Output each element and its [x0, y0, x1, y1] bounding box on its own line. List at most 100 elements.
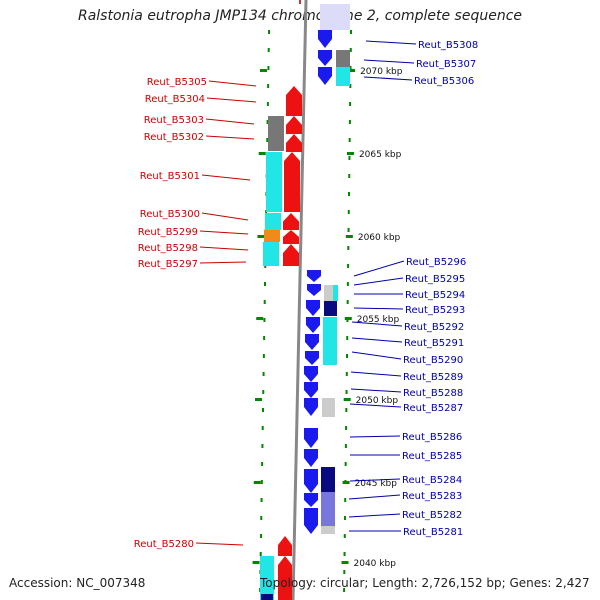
reverse-gene-arrow — [304, 449, 318, 467]
left-tick-track — [267, 48, 270, 52]
reverse-gene-arrow — [306, 300, 320, 316]
right-tick-track — [345, 372, 348, 376]
right-tick-track — [348, 156, 351, 160]
scale-tick — [344, 317, 352, 320]
left-tick-track — [260, 498, 263, 502]
cog-block — [321, 467, 335, 492]
label-leader-line — [349, 435, 401, 438]
cog-block — [260, 556, 274, 600]
reverse-gene-arrow — [305, 351, 319, 365]
forward-gene-arrow — [286, 116, 302, 134]
gene-label-right: Reut_B5284 — [402, 475, 462, 486]
scale-tick — [252, 561, 260, 564]
label-leader-line — [208, 80, 257, 87]
label-leader-line — [201, 174, 251, 181]
label-leader-line — [353, 277, 404, 286]
left-tick-track — [262, 372, 265, 376]
scale-tick — [258, 152, 266, 155]
accession-label: Accession: NC_007348 — [9, 576, 146, 590]
label-leader-line — [349, 478, 401, 482]
reverse-gene-arrow — [306, 317, 320, 333]
forward-gene-arrow — [278, 556, 292, 600]
label-leader-line — [351, 337, 403, 343]
label-leader-line — [348, 513, 401, 518]
forward-gene-arrow — [278, 536, 292, 556]
gene-label-left: Reut_B5305 — [147, 77, 207, 88]
left-tick-track — [267, 84, 270, 88]
gene-label-right: Reut_B5295 — [405, 274, 465, 285]
scale-tick — [348, 69, 356, 72]
label-leader-line — [205, 118, 255, 125]
left-tick-track — [263, 300, 266, 304]
right-tick-track — [347, 210, 350, 214]
reverse-gene-arrow — [304, 382, 318, 398]
reverse-gene-arrow — [304, 428, 318, 448]
gene-label-right: Reut_B5286 — [402, 432, 462, 443]
right-tick-track — [343, 552, 346, 556]
right-tick-track — [347, 192, 350, 196]
right-tick-track — [347, 246, 350, 250]
right-tick-track — [343, 570, 346, 574]
label-leader-line — [353, 260, 405, 277]
cog-block — [336, 67, 350, 86]
label-leader-line — [195, 542, 244, 546]
right-tick-track — [343, 588, 346, 592]
left-tick-track — [259, 552, 262, 556]
right-tick-track — [349, 48, 352, 52]
scale-tick — [343, 398, 351, 401]
scale-label: 2050 kbp — [356, 396, 399, 406]
gene-label-right: Reut_B5307 — [416, 59, 476, 70]
gene-label-right: Reut_B5292 — [404, 322, 464, 333]
left-tick-track — [261, 426, 264, 430]
forward-gene-arrow — [286, 134, 302, 152]
scale-label: 2045 kbp — [355, 479, 398, 489]
right-tick-track — [346, 282, 349, 286]
gene-label-right: Reut_B5293 — [405, 305, 465, 316]
topology-label: Topology: circular; Length: 2,726,152 bp… — [260, 576, 590, 590]
scale-tick — [256, 317, 264, 320]
gene-label-left: Reut_B5297 — [138, 259, 198, 270]
cog-block — [321, 492, 335, 510]
gene-label-right: Reut_B5281 — [403, 527, 463, 538]
gene-label-right: Reut_B5296 — [406, 257, 466, 268]
map-title: Ralstonia eutropha JMP134 chromosome 2, … — [77, 8, 522, 24]
left-tick-track — [260, 480, 263, 484]
gene-label-right: Reut_B5282 — [402, 510, 462, 521]
gene-label-right: Reut_B5308 — [418, 40, 478, 51]
forward-gene-arrow — [284, 152, 300, 212]
forward-gene-arrow — [283, 230, 299, 244]
gene-label-left: Reut_B5301 — [140, 171, 200, 182]
gene-label-right: Reut_B5283 — [402, 491, 462, 502]
label-leader-line — [363, 76, 413, 81]
left-tick-track — [266, 120, 269, 124]
scale-tick — [255, 398, 263, 401]
right-tick-track — [344, 498, 347, 502]
scale-tick — [341, 561, 349, 564]
reverse-gene-arrow — [304, 469, 318, 493]
left-tick-track — [262, 390, 265, 394]
left-tick-track — [259, 534, 262, 538]
cog-block — [261, 594, 273, 600]
left-tick-track — [261, 408, 264, 412]
gene-label-right: Reut_B5290 — [403, 355, 463, 366]
scale-label: 2070 kbp — [360, 67, 403, 77]
reverse-gene-arrow — [307, 270, 321, 282]
gene-label-right: Reut_B5289 — [403, 372, 463, 383]
scale-label: 2065 kbp — [359, 150, 402, 160]
right-tick-track — [345, 390, 348, 394]
left-tick-track — [261, 444, 264, 448]
left-tick-track — [266, 138, 269, 142]
right-tick-track — [345, 354, 348, 358]
label-leader-line — [353, 307, 404, 310]
cog-block — [324, 301, 337, 316]
right-tick-track — [347, 264, 350, 268]
right-tick-track — [349, 102, 352, 106]
scale-tick — [253, 481, 261, 484]
right-tick-track — [343, 516, 346, 520]
left-tick-track — [263, 318, 266, 322]
gene-label-left: Reut_B5302 — [144, 132, 204, 143]
cog-block — [268, 134, 284, 151]
scale-label: 2055 kbp — [357, 315, 400, 325]
label-leader-line — [350, 371, 402, 377]
label-leader-line — [351, 321, 403, 327]
